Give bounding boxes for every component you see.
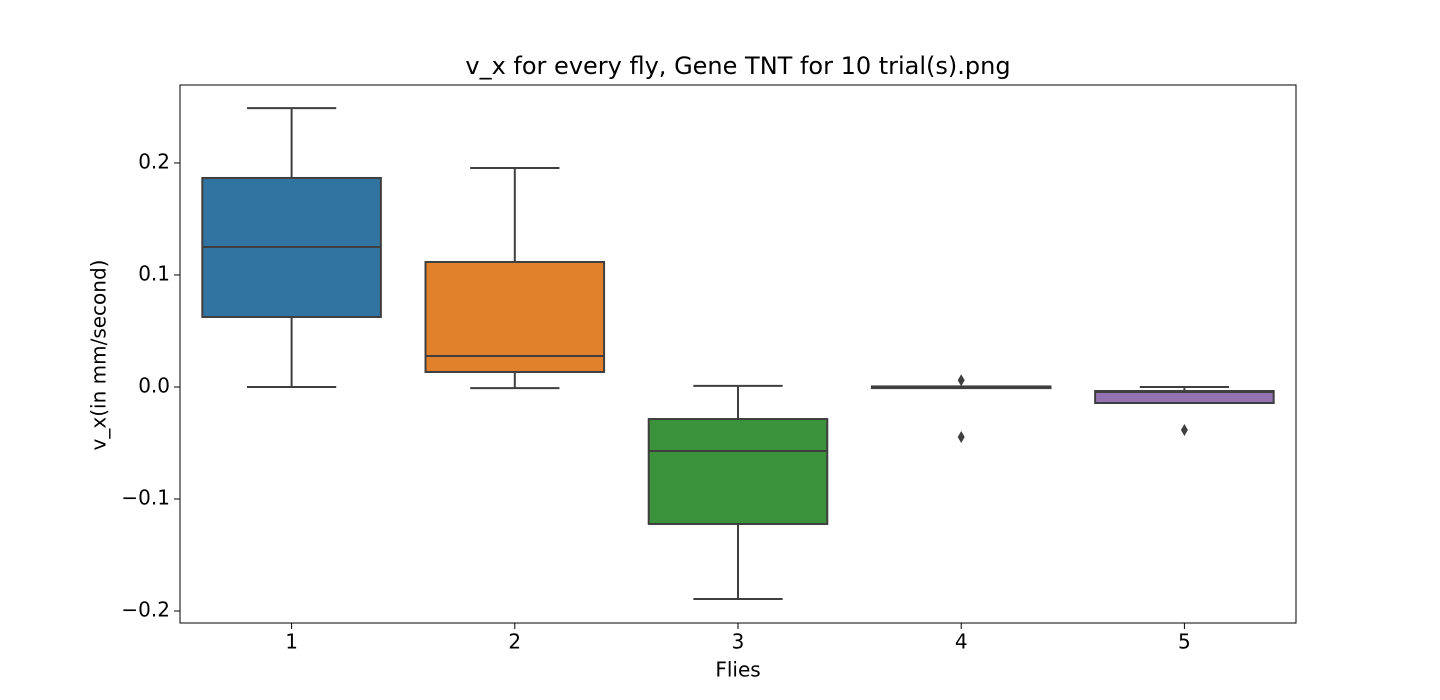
outlier [1180, 424, 1188, 437]
x-tick-label: 5 [1178, 630, 1191, 654]
x-axis-label: Flies [715, 658, 760, 682]
y-tick-label: −0.1 [121, 486, 170, 510]
plot-frame [179, 84, 1297, 624]
x-tick-label: 2 [508, 630, 521, 654]
outlier [957, 374, 965, 387]
box [1094, 390, 1275, 405]
y-axis-label: v_x(in mm/second) [87, 260, 111, 451]
chart-title: v_x for every fly, Gene TNT for 10 trial… [465, 52, 1010, 80]
y-tick-label: 0.1 [138, 261, 170, 285]
box [647, 418, 829, 525]
y-tick-label: −0.2 [121, 598, 170, 622]
y-tick-label: 0.2 [138, 149, 170, 173]
y-tick-label: 0.0 [138, 373, 170, 397]
outlier [957, 430, 965, 443]
box [424, 260, 606, 373]
x-tick-label: 1 [285, 630, 298, 654]
x-tick-label: 3 [732, 630, 745, 654]
x-tick-label: 4 [955, 630, 968, 654]
